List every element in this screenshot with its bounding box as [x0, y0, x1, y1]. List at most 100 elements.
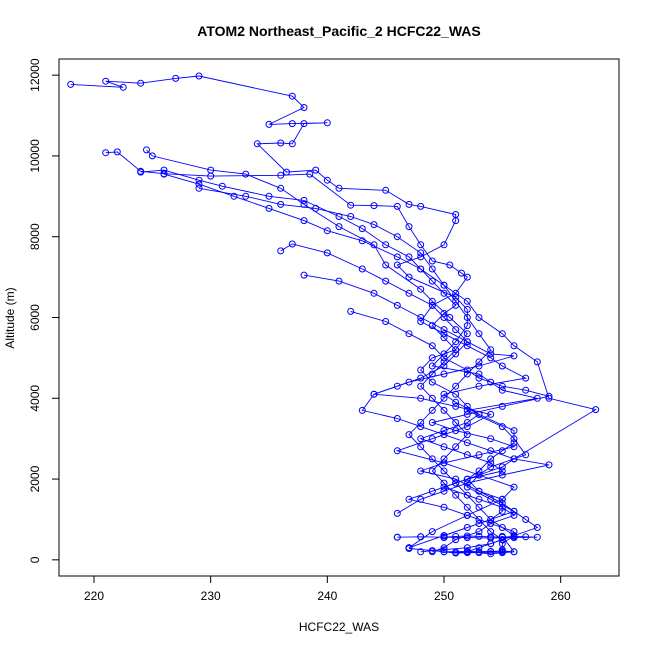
data-point — [417, 314, 425, 321]
data-point — [452, 427, 460, 435]
series-line — [280, 243, 515, 533]
data-point — [475, 330, 483, 338]
data-point — [510, 352, 518, 360]
data-point — [218, 182, 226, 190]
data-point — [440, 289, 448, 297]
data-point — [405, 495, 413, 503]
data-point — [452, 475, 460, 483]
data-point — [393, 233, 401, 241]
data-point — [265, 120, 273, 128]
data-point — [417, 467, 425, 475]
data-point — [417, 249, 425, 257]
data-point — [417, 548, 425, 556]
data-point — [440, 390, 448, 398]
data-point — [487, 463, 495, 471]
data-point — [323, 119, 331, 127]
data-point — [440, 330, 448, 338]
series-11 — [405, 545, 518, 557]
series-line — [408, 548, 515, 554]
data-point — [452, 532, 460, 540]
data-point — [323, 249, 331, 257]
data-point — [522, 386, 530, 394]
data-point — [463, 503, 471, 511]
data-point — [428, 378, 436, 386]
data-point — [370, 221, 378, 229]
data-point — [463, 491, 471, 499]
data-point — [498, 548, 506, 556]
data-point — [428, 301, 436, 309]
data-point — [498, 362, 506, 370]
data-point — [452, 297, 460, 305]
data-point — [405, 223, 413, 231]
data-point — [463, 338, 471, 346]
data-point — [475, 520, 483, 527]
data-point — [440, 533, 448, 541]
data-point — [487, 455, 495, 463]
data-point — [288, 92, 296, 100]
chart-title: ATOM2 Northeast_Pacific_2 HCFC22_WAS — [197, 23, 480, 39]
data-point — [300, 196, 308, 204]
data-point — [475, 382, 483, 390]
data-point — [487, 550, 495, 558]
data-point — [347, 201, 355, 209]
data-point — [300, 120, 308, 128]
data-point — [498, 402, 506, 410]
data-point — [312, 204, 320, 212]
data-point — [428, 322, 436, 330]
data-point — [510, 507, 518, 515]
data-point — [428, 435, 436, 443]
data-point — [498, 471, 506, 479]
data-point — [417, 202, 425, 210]
series-10 — [393, 532, 541, 542]
data-point — [475, 358, 483, 366]
data-point — [277, 247, 285, 255]
data-point — [475, 487, 483, 495]
series-1 — [67, 72, 541, 557]
data-point — [463, 431, 471, 439]
data-point — [288, 240, 296, 248]
data-point — [452, 326, 460, 334]
data-point — [393, 447, 401, 455]
data-point — [417, 265, 425, 273]
data-point — [393, 415, 401, 422]
data-point — [498, 499, 506, 507]
x-axis: 220 230 240 250 260 — [84, 575, 571, 603]
data-point — [440, 241, 448, 249]
data-point — [487, 459, 495, 467]
data-point — [393, 382, 401, 390]
data-point — [440, 487, 448, 495]
data-point — [195, 180, 203, 188]
data-point — [510, 342, 518, 350]
data-point — [417, 285, 425, 293]
data-point — [417, 423, 425, 431]
x-tick-label: 240 — [317, 589, 337, 603]
data-point — [475, 516, 483, 523]
data-point — [382, 186, 390, 194]
data-point — [510, 443, 518, 451]
data-point — [428, 547, 436, 555]
data-point — [370, 289, 378, 297]
data-point — [428, 362, 436, 370]
data-point — [417, 374, 425, 382]
data-point — [335, 223, 343, 231]
data-point — [475, 314, 483, 321]
data-point — [160, 166, 168, 174]
series-6 — [195, 184, 518, 556]
data-point — [440, 546, 448, 554]
data-point — [487, 410, 495, 418]
x-tick-label: 260 — [551, 589, 571, 603]
data-point — [510, 427, 518, 435]
data-point — [440, 467, 448, 475]
data-point — [475, 549, 483, 557]
data-point — [417, 443, 425, 451]
data-point — [67, 80, 75, 88]
data-point — [475, 362, 483, 370]
data-point — [393, 533, 401, 541]
data-point — [358, 406, 366, 414]
data-point — [463, 406, 471, 414]
data-point — [463, 342, 471, 350]
data-point — [498, 467, 506, 475]
data-point — [440, 350, 448, 358]
data-point — [463, 534, 471, 542]
data-point — [440, 358, 448, 366]
